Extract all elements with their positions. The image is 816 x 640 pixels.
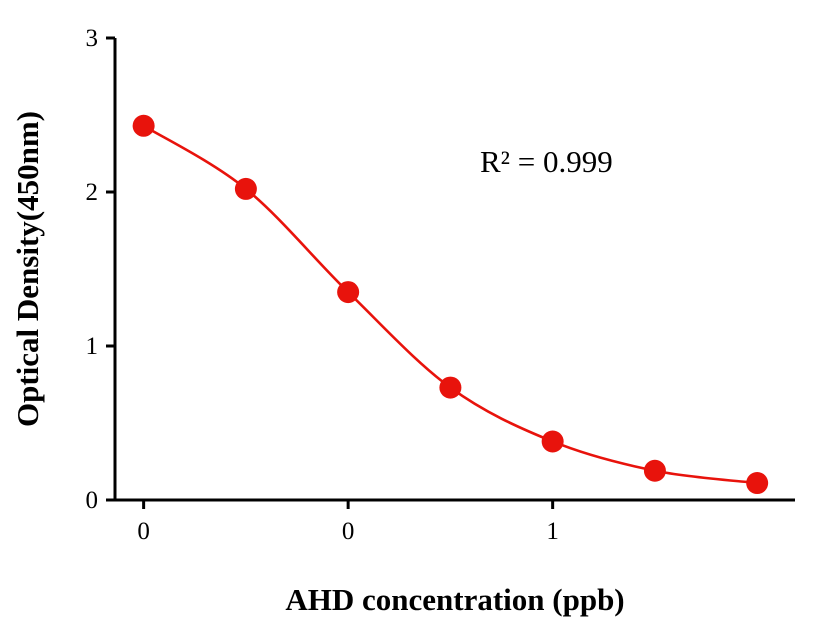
data-point-marker <box>746 472 769 495</box>
curve-line <box>142 124 758 485</box>
data-point-marker <box>439 376 462 399</box>
y-tick-label: 3 <box>86 25 99 52</box>
data-point-marker <box>234 177 257 200</box>
data-point-marker <box>541 430 564 453</box>
data-point-marker <box>337 281 360 304</box>
y-axis-label-text: Optical Density(450nm) <box>10 110 45 428</box>
x-tick-label: 0 <box>342 518 355 545</box>
x-tick-label: 0 <box>137 518 150 545</box>
y-tick-label: 0 <box>86 487 99 514</box>
x-tick-label: 1 <box>546 518 559 545</box>
y-tick-label: 2 <box>86 179 99 206</box>
data-point-marker <box>643 459 666 482</box>
y-tick-label: 1 <box>86 333 99 360</box>
data-point-marker <box>132 114 155 137</box>
x-axis-label: AHD concentration (ppb) <box>285 582 625 617</box>
r-squared-annotation: R² = 0.999 <box>480 144 613 179</box>
